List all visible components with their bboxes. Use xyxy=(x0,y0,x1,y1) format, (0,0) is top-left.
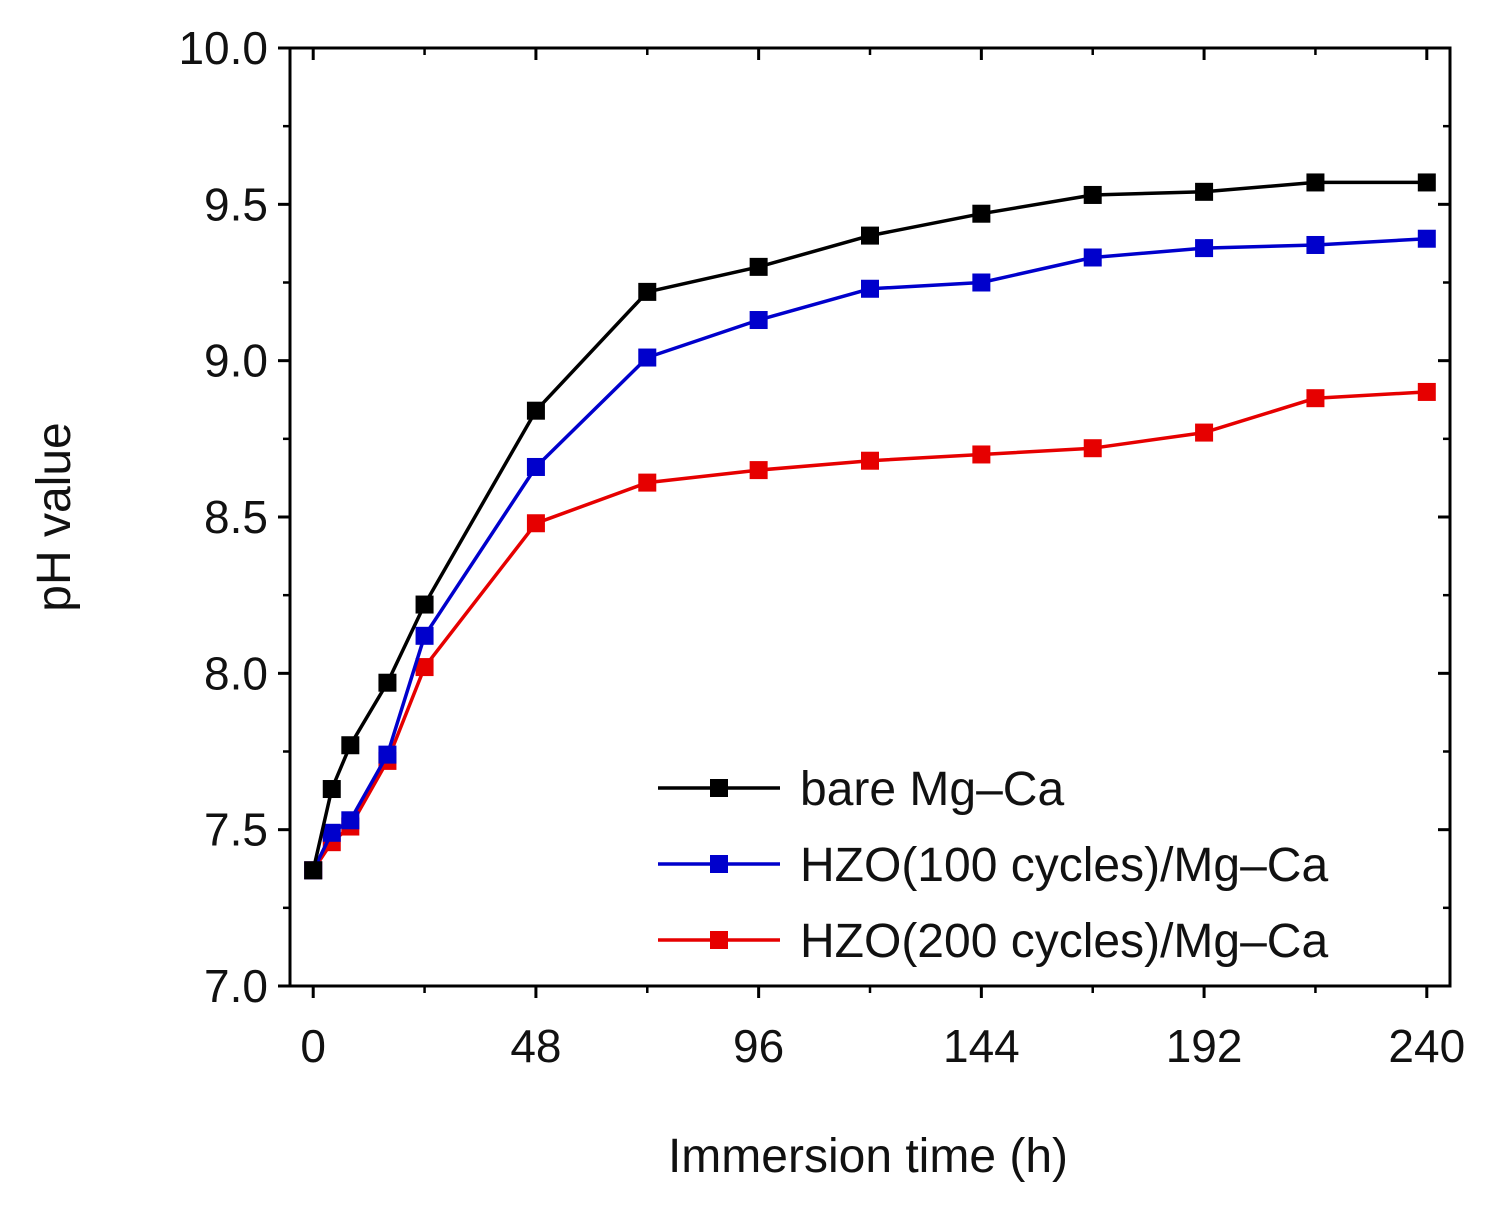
data-point xyxy=(1417,229,1436,248)
x-tick-label: 0 xyxy=(300,1020,326,1072)
y-tick-label: 10.0 xyxy=(178,22,268,74)
data-point xyxy=(638,473,657,492)
series-bare-mg-ca xyxy=(304,173,1436,880)
data-point xyxy=(972,445,991,464)
data-point xyxy=(1195,239,1214,258)
y-tick-label: 7.0 xyxy=(204,960,268,1012)
legend-label: HZO(100 cycles)/Mg–Ca xyxy=(800,839,1328,892)
data-point xyxy=(1306,389,1325,408)
x-axis-title: Immersion time (h) xyxy=(668,1130,1068,1183)
y-tick-label: 9.5 xyxy=(204,178,268,230)
data-point xyxy=(415,595,434,614)
data-point xyxy=(341,736,360,755)
data-point xyxy=(749,311,768,330)
data-point xyxy=(341,811,360,830)
x-tick-label: 96 xyxy=(733,1020,784,1072)
data-point xyxy=(378,673,397,692)
data-point xyxy=(304,861,323,880)
data-point xyxy=(972,273,991,292)
data-point xyxy=(322,823,341,842)
data-point xyxy=(415,658,434,677)
y-axis-title: pH value xyxy=(28,422,81,611)
legend-marker xyxy=(710,931,728,949)
legend: bare Mg–Ca HZO(100 cycles)/Mg–Ca HZO(200 c… xyxy=(658,763,1328,968)
legend-item: bare Mg–Ca xyxy=(658,763,1064,816)
data-point xyxy=(1306,173,1325,192)
x-tick-label: 48 xyxy=(510,1020,561,1072)
legend-label: bare Mg–Ca xyxy=(800,763,1064,816)
data-point xyxy=(1083,248,1102,267)
data-point xyxy=(749,257,768,276)
data-point xyxy=(861,279,879,298)
data-point xyxy=(415,626,434,645)
data-point xyxy=(638,282,657,301)
x-tick-label: 240 xyxy=(1388,1020,1465,1072)
legend-marker xyxy=(710,855,728,873)
data-point xyxy=(749,461,768,480)
data-point xyxy=(1417,173,1436,192)
data-point xyxy=(526,514,545,533)
data-point xyxy=(1083,185,1102,204)
legend-item: HZO(200 cycles)/Mg–Ca xyxy=(658,915,1328,968)
series-line xyxy=(311,236,1427,872)
series-hzo-100-cycles-mg-ca xyxy=(304,229,1436,880)
series-layer xyxy=(304,173,1436,880)
data-point xyxy=(1083,439,1102,458)
series-line xyxy=(311,180,1427,871)
data-point xyxy=(1195,423,1214,442)
y-tick-label: 7.5 xyxy=(204,804,268,856)
data-point xyxy=(638,348,657,367)
data-point xyxy=(861,451,879,470)
data-point xyxy=(1195,182,1214,201)
x-axis: 0 48 96 144 192 240 xyxy=(300,48,1465,1072)
y-tick-label: 8.5 xyxy=(204,491,268,543)
legend-item: HZO(100 cycles)/Mg–Ca xyxy=(658,839,1328,892)
plot-frame xyxy=(288,46,1452,988)
legend-marker xyxy=(710,779,728,797)
data-point xyxy=(526,457,545,476)
data-point xyxy=(861,226,879,245)
data-point xyxy=(322,780,341,799)
data-point xyxy=(526,401,545,420)
data-point xyxy=(972,204,991,223)
data-point xyxy=(1417,382,1436,401)
data-point xyxy=(1306,235,1325,254)
y-tick-label: 9.0 xyxy=(204,335,268,387)
y-tick-label: 8.0 xyxy=(204,647,268,699)
x-tick-label: 192 xyxy=(1166,1020,1243,1072)
x-tick-label: 144 xyxy=(943,1020,1020,1072)
legend-label: HZO(200 cycles)/Mg–Ca xyxy=(800,915,1328,968)
data-point xyxy=(378,745,397,764)
y-axis: 7.0 7.5 8.0 8.5 9.0 9.5 10.0 xyxy=(178,22,1450,1012)
